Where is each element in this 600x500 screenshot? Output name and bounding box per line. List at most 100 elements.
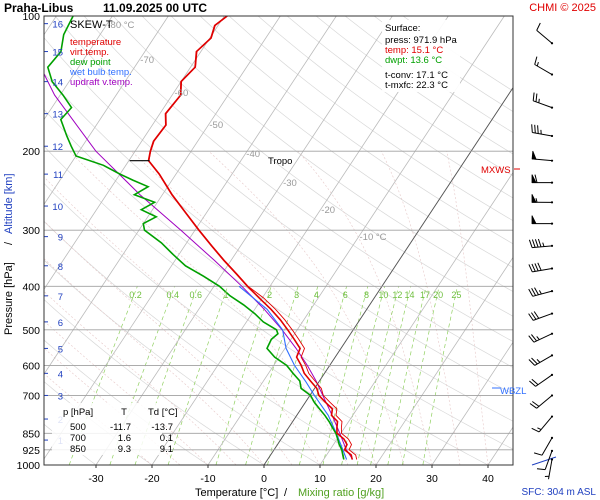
- wind-barb-shaft: [533, 100, 553, 109]
- profiles: [44, 16, 358, 460]
- mixing-ratio-label: 6: [343, 290, 348, 300]
- isotherm-label: -60: [175, 88, 189, 99]
- wind-barb-base: [550, 201, 554, 204]
- wind-barb-flag: [534, 174, 538, 183]
- mixing-ratio-label: 17: [420, 290, 430, 300]
- altitude-tick-label: 5: [58, 344, 63, 355]
- wind-barb-pennant: [531, 194, 537, 203]
- wind-barb-shaft: [536, 395, 553, 409]
- isotherm-label: -10 °C: [360, 232, 387, 243]
- y-axis-title: Pressure [hPa]: [3, 262, 15, 335]
- dry-adiabat: [83, 16, 513, 342]
- moist-adiabat: [44, 320, 209, 465]
- mixing-ratio-label: 0.2: [129, 290, 142, 300]
- mixing-ratio-label: 8: [364, 290, 369, 300]
- surface-tmxfc: t-mxfc: 22.3 °C: [385, 80, 448, 91]
- wind-barb-base: [550, 290, 554, 293]
- wind-barb-base: [550, 267, 554, 270]
- isotherm: [319, 171, 513, 465]
- wind-barb-pennant: [531, 215, 537, 224]
- mixing-ratio-label: 1: [223, 290, 228, 300]
- table-cell: 0.1: [160, 433, 173, 444]
- wind-barb-flag: [529, 380, 536, 387]
- pressure-tick-label: 200: [22, 146, 40, 158]
- wind-barb-base: [550, 373, 554, 377]
- wind-barb-flag: [534, 56, 538, 65]
- wind-barb-flag: [528, 335, 535, 343]
- wind-barb-base: [550, 436, 554, 439]
- wind-barb-shaft: [535, 374, 553, 387]
- isotherm-label: -70: [140, 55, 154, 66]
- wind-barb-pennant: [531, 150, 537, 160]
- grid: [44, 16, 513, 465]
- dry-adiabat: [170, 16, 513, 268]
- legend-title: SKEW-T: [70, 19, 113, 31]
- wind-barb-shaft: [534, 354, 553, 366]
- pressure-tick-label: 500: [22, 325, 40, 337]
- credit-label: CHMI © 2025: [529, 2, 596, 14]
- x-tick-label: 10: [314, 473, 326, 485]
- x-axis-title-mixing: Mixing ratio [g/kg]: [298, 487, 384, 499]
- wind-barb-shaft: [532, 267, 553, 273]
- surface-info: Surface: press: 971.9 hPa temp: 15.1 °C …: [382, 20, 460, 92]
- mixing-ratio-label: 12: [392, 290, 402, 300]
- wind-barb-shaft: [532, 132, 553, 137]
- isotherm-label: -80 °C: [107, 20, 134, 31]
- wind-barb-halfflag: [537, 427, 542, 431]
- isotherm-label: -20: [321, 205, 335, 216]
- y-axis-title-altitude: Altitude [km]: [3, 173, 15, 234]
- isotherm: [375, 256, 513, 465]
- wind-barb-flag: [537, 238, 542, 247]
- wind-barb-pennant: [531, 174, 537, 183]
- y-axis-titles: Pressure [hPa] / Altitude [km]: [3, 173, 15, 335]
- mixing-ratio-label: 10: [378, 290, 388, 300]
- wind-barb-shaft: [533, 313, 553, 321]
- altitude-tick-label: 11: [53, 170, 63, 181]
- pressure-tick-label: 400: [22, 281, 40, 293]
- wind-barb-halfflag: [536, 61, 539, 67]
- grid-labels: -80 °C -70 -60 -50 -40 -30 -20 -10 °C 0.2 0.4 0.6 1…: [107, 20, 461, 300]
- wind-barb-base: [550, 312, 554, 315]
- wind-barb-shaft: [532, 290, 553, 297]
- wind-barb-base: [550, 73, 554, 76]
- altitude-tick-label: 6: [58, 318, 63, 329]
- table-cell: 500: [70, 422, 86, 433]
- isotherm: [44, 16, 281, 375]
- wind-barb-flag: [528, 239, 533, 248]
- pressure-tick-label: 300: [22, 225, 40, 237]
- dry-adiabat: [199, 16, 513, 245]
- dewpoint-line: [46, 16, 345, 460]
- surface-press: press: 971.9 hPa: [385, 35, 458, 46]
- wind-barb-shaft: [532, 245, 553, 249]
- mixing-ratio-label: 2: [267, 290, 272, 300]
- wind-barbs: [528, 22, 554, 480]
- wind-barb-flag: [537, 125, 539, 134]
- wind-barb-shaft: [541, 437, 553, 456]
- legend-updraft: updraft v.temp.: [70, 77, 133, 88]
- table-cell: 700: [70, 433, 86, 444]
- altitude-tick-label: 13: [52, 110, 63, 121]
- levels-table-box: [52, 403, 162, 455]
- pressure-tick-label: 1000: [17, 460, 41, 472]
- wind-barb-flag: [528, 288, 534, 297]
- pressure-tick-label: 100: [22, 11, 40, 23]
- table-cell: -11.7: [110, 422, 131, 433]
- dry-adiabat: [141, 16, 513, 292]
- sfc-label: SFC: 304 m ASL: [522, 487, 597, 498]
- wind-barb-flag: [537, 262, 542, 271]
- wind-barb-base: [550, 106, 554, 109]
- wind-barb-base: [550, 415, 554, 418]
- mixing-ratio-label: 20: [433, 290, 443, 300]
- x-axis-title: Temperature [°C]: [195, 487, 278, 499]
- datetime-title: 11.09.2025 00 UTC: [103, 1, 207, 15]
- altitude-tick-label: 7: [58, 292, 63, 303]
- dry-adiabat: [228, 16, 513, 222]
- table-cell: -13.7: [151, 422, 173, 433]
- wind-barb-flag: [528, 359, 536, 366]
- isotherm: [431, 341, 513, 465]
- surface-wind-mark: [531, 456, 557, 466]
- isotherm-label: -30: [283, 178, 297, 189]
- wind-barb-flag: [531, 378, 539, 386]
- wind-barb-shaft: [538, 416, 553, 433]
